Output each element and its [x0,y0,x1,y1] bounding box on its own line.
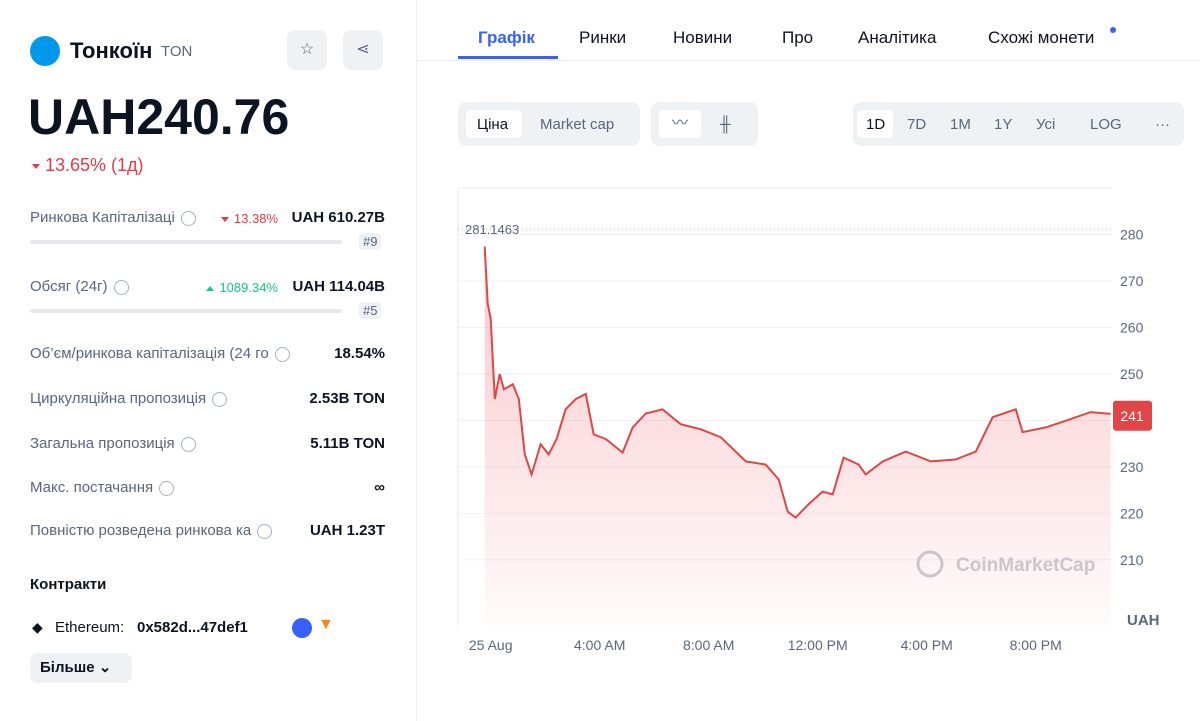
timeframe[interactable]: ··· [1155,116,1170,133]
timeframe[interactable]: 1M [950,116,971,133]
stat-label: Обсяг (24г) [30,278,129,295]
stat-value: ∞ [374,479,385,496]
tab[interactable]: Схожі монети [988,28,1095,47]
stat-value: UAH 610.27B [291,209,385,226]
tabs-border [417,60,1200,61]
timeframe-group [853,102,1184,146]
stat-change: 1089.34% [206,280,278,295]
contracts-title: Контракти [30,576,107,593]
arrow [220,217,229,223]
toggle[interactable]: Ціна [477,116,509,133]
tab[interactable]: Ринки [579,28,627,47]
x-tick-label: 8:00 AM [683,637,734,653]
high-label: 281.1463 [465,222,519,237]
y-tick-label: 210 [1120,552,1144,568]
stat-label: Циркуляційна пропозиція [30,390,228,407]
timeframe-active [857,110,893,138]
coin-icon [30,36,60,66]
stat-label: Макс. постачання [30,479,175,496]
y-tick-label: 280 [1120,226,1144,242]
rank: #9 [359,233,382,250]
stat-value: 2.53B TON [309,390,385,407]
change-text: 13.38% [233,211,278,226]
x-tick-label: 4:00 AM [574,637,625,653]
current-tag [1113,400,1152,431]
unit-label: UAH [1127,612,1160,629]
price-change: 13.65% (1д) [32,155,144,176]
address[interactable]: 0x582d...47def1 [137,619,248,636]
stat-label: Об’єм/ринкова капіталізація (24 го [30,345,290,362]
info-icon[interactable] [159,480,175,496]
arrow [206,286,215,292]
coin-symbol: TON [161,43,193,60]
timeframe[interactable]: 1D [866,116,886,133]
y-tick-label: 250 [1120,366,1144,382]
timeframe[interactable]: 1Y [994,116,1013,133]
rank: #5 [359,302,382,319]
eth-icon: ◆ [32,619,43,635]
info-icon[interactable] [257,523,273,539]
stat-value: 18.54% [334,345,385,362]
fox-icon[interactable]: ▼ [318,616,334,633]
stat-value: 5.11B TON [310,435,385,452]
timeframe[interactable]: 7D [907,116,927,133]
tab[interactable]: Графік [478,28,535,47]
progress-bar [30,240,342,244]
divider [416,0,417,721]
info-icon[interactable] [180,210,196,226]
change-text: 1089.34% [219,280,278,295]
timeframe[interactable]: Усі [1036,116,1056,133]
star-button[interactable]: ☆ [287,30,327,70]
toggle-active [466,110,522,138]
x-tick-label: 25 Aug [469,637,513,653]
network: Ethereum: [55,619,125,636]
timeframe[interactable]: LOG [1090,116,1122,133]
stat-change: 13.38% [220,211,278,226]
y-tick-label: 220 [1120,505,1144,521]
y-tick-label: 230 [1120,459,1144,475]
toggle[interactable]: Market cap [540,116,615,133]
tab[interactable]: Про [782,28,814,47]
notify-dot [1110,27,1116,33]
progress-bar [30,309,342,313]
info-icon[interactable] [113,279,129,295]
more-button[interactable]: Більше ⌄ [30,653,132,683]
price: UAH240.76 [28,89,290,145]
y-tick-label: 260 [1120,319,1144,335]
y-tick-label: 270 [1120,273,1144,289]
x-tick-label: 12:00 PM [788,637,848,653]
stat-label: Повністю розведена ринкова ка [30,522,273,539]
area [484,246,1111,625]
x-tick-label: 8:00 PM [1010,637,1062,653]
info-icon[interactable] [180,436,196,452]
share-button[interactable]: ⋖ [343,30,383,70]
stat-value: UAH 1.23T [309,522,385,539]
x-tick-label: 4:00 PM [901,637,953,653]
info-icon[interactable] [212,391,228,407]
tab[interactable]: Аналітика [858,28,937,47]
more-text: Більше [40,659,95,676]
price-line [483,246,1111,519]
line-type[interactable]: 〰 [659,110,701,138]
info-icon[interactable] [274,346,290,362]
shield-icon[interactable] [292,618,312,638]
tab[interactable]: Новини [673,28,733,47]
stat-label: Загальна пропозиція [30,435,196,452]
tab-underline [458,56,558,59]
change-text: 13.65% (1д) [45,155,144,175]
stat-label: Ринкова Капіталізаці [30,209,196,226]
coin-name: Тонкоїн [70,38,153,63]
current-label: 241 [1120,408,1144,424]
candle-type[interactable]: ╫ [720,116,731,133]
stat-value: UAH 114.04B [292,278,385,295]
